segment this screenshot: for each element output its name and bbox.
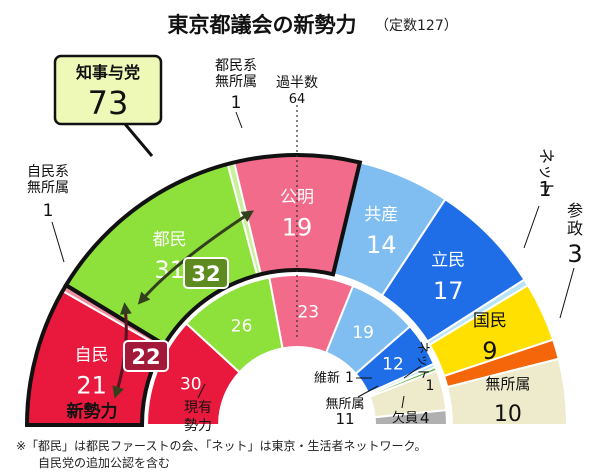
jimin-block-outline (24, 282, 168, 427)
jimin-independent-value: 1 (43, 201, 54, 221)
net-current-label: ネット (415, 341, 430, 380)
current-seats-ring (145, 273, 449, 426)
new-seats-label-6: 立民 (431, 251, 465, 271)
jimin-independent-label-1: 自民系 (27, 164, 69, 180)
vacancy-label: 欠員 (392, 410, 418, 426)
new-seats-value-4: 19 (282, 214, 313, 242)
current-seats-value-3: 19 (352, 323, 374, 343)
new-seats-value-6: 17 (433, 277, 464, 305)
new-seats-label: 新勢力 (67, 401, 118, 422)
current-seats-value-1: 26 (231, 316, 253, 336)
ruling-coalition-label: 知事与党 (76, 63, 140, 82)
new-seats-value-10: 10 (494, 402, 522, 427)
new-seats-segment-10 (446, 357, 569, 426)
tomin-independent-label-2: 無所属 (215, 74, 257, 90)
jimin-diff-badge (123, 340, 169, 372)
new-seats-label-10: 無所属 (485, 375, 530, 393)
new-seats-label-4: 公明 (280, 188, 314, 208)
tomin-diff-value: 32 (191, 262, 220, 286)
tomin-independent-label-1: 都民系 (215, 58, 257, 74)
jimin-independent-leader (51, 221, 65, 263)
current-seats-label-2: 勢力 (184, 418, 212, 434)
chart-title: 東京都議会の新勢力 (168, 13, 357, 37)
current-seats-label-1: 現有 (184, 400, 212, 416)
independent-current-value: 11 (335, 410, 354, 428)
net-new-leader (523, 205, 540, 249)
new-seats-label-0: 自民 (75, 345, 109, 365)
new-seats-label-8: 国民 (473, 311, 507, 331)
tomin-independent-value: 1 (231, 93, 242, 113)
vacancy-leader (401, 395, 405, 409)
current-seats-value-2: 23 (297, 303, 319, 323)
new-seats-value-2: 31 (154, 256, 185, 284)
sansei-label-1: 参 (567, 201, 583, 220)
net-current-value: 1 (426, 378, 435, 394)
sansei-leader (559, 267, 575, 319)
new-seats-value-8: 9 (482, 337, 497, 365)
current-seats-labels: 30 26 23 19 12 (180, 303, 404, 395)
net-new-value: 1 (539, 177, 552, 201)
net-new-label: ネット (537, 148, 556, 196)
independent-current-leader (357, 385, 379, 398)
current-seats-leader (197, 383, 206, 399)
net-current-leader (403, 365, 422, 379)
vacancy-value: 4 (420, 409, 430, 427)
chart-subtitle: （定数127） (375, 18, 458, 34)
new-seats-label-5: 共産 (364, 205, 398, 225)
footnote-1: ※「都民」は都民ファーストの会、「ネット」は東京・生活者ネットワーク。 (16, 439, 427, 453)
independent-current-label: 無所属 (325, 397, 364, 412)
new-seats-label-2: 都民 (153, 230, 187, 250)
new-seats-value-0: 21 (76, 372, 107, 400)
ruling-coalition-box (53, 54, 163, 126)
majority-label: 過半数 (276, 75, 318, 91)
current-seats-segment-8 (373, 409, 449, 426)
current-seats-value-4: 12 (382, 355, 404, 375)
jimin-diff-value: 22 (131, 345, 160, 369)
sansei-label-2: 政 (567, 219, 583, 238)
ruling-coalition-value: 73 (88, 84, 129, 122)
tomin-independent-leader (235, 111, 243, 129)
current-seats-value-0: 30 (180, 375, 202, 395)
footnote-2: 自民党の追加公認を含む (38, 455, 170, 470)
ishin-label: 維新 (314, 370, 340, 386)
ishin-value: 1 (345, 370, 354, 386)
tomin-diff-badge (183, 257, 229, 289)
majority-value: 64 (289, 92, 306, 107)
sansei-value: 3 (567, 240, 582, 268)
new-seats-value-5: 14 (366, 231, 397, 259)
ruling-pointer (123, 123, 154, 157)
jimin-independent-label-2: 無所属 (27, 180, 69, 196)
